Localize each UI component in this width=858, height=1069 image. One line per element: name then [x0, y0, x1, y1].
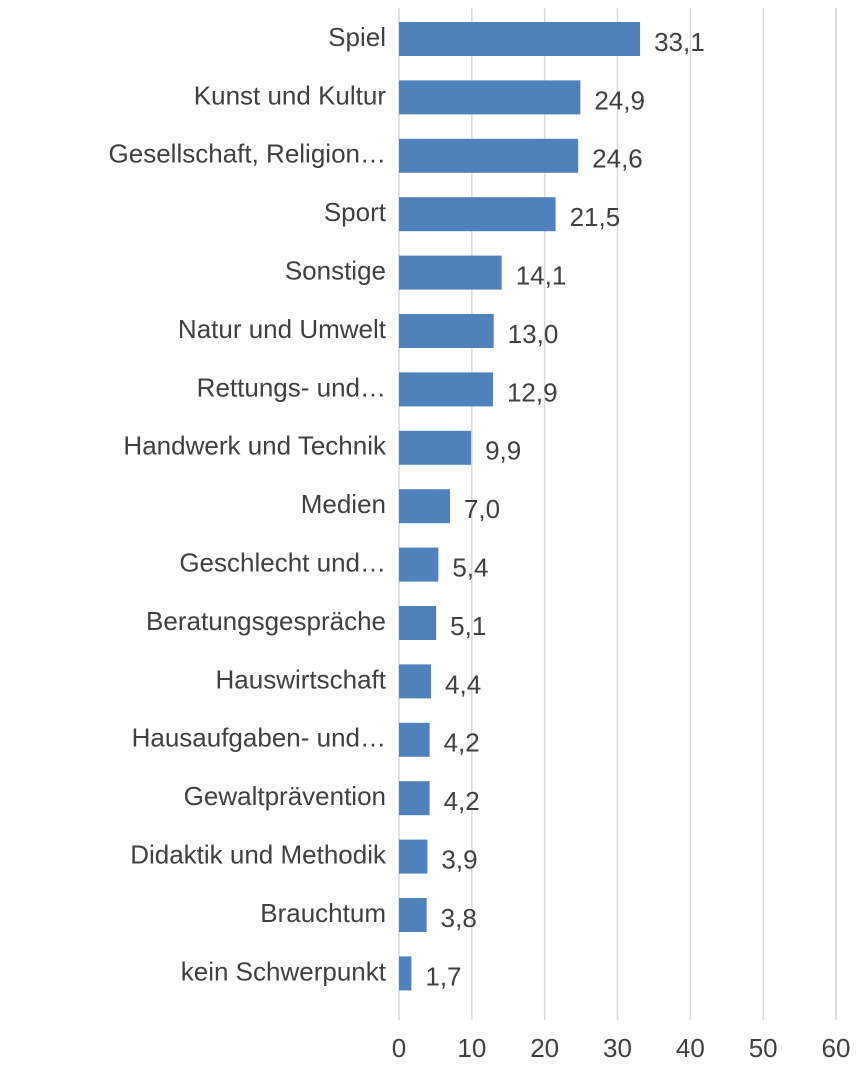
y-tick-label: Gewaltprävention: [184, 781, 386, 811]
value-label: 9,9: [485, 436, 521, 466]
value-label: 3,8: [441, 903, 477, 933]
value-label: 12,9: [507, 377, 558, 407]
y-tick-label: Beratungsgespräche: [146, 606, 386, 636]
x-tick-label: 10: [457, 1033, 486, 1063]
y-tick-label: Hauswirtschaft: [216, 664, 387, 694]
x-tick-label: 0: [392, 1033, 406, 1063]
y-tick-label: kein Schwerpunkt: [181, 956, 387, 986]
y-tick-label: Handwerk und Technik: [123, 431, 387, 461]
bar: [399, 781, 430, 816]
value-label: 1,7: [425, 961, 461, 991]
bar: [399, 489, 450, 524]
value-label: 4,4: [445, 669, 481, 699]
bar: [399, 722, 430, 757]
value-label: 13,0: [508, 319, 559, 349]
value-label: 21,5: [570, 202, 621, 232]
bar: [399, 372, 493, 407]
y-tick-label: Rettungs- und…: [197, 372, 386, 402]
bar: [399, 22, 641, 56]
x-tick-label: 60: [822, 1033, 851, 1063]
bar: [399, 664, 432, 699]
x-tick-label: 30: [603, 1033, 632, 1063]
value-label: 33,1: [654, 27, 705, 57]
value-label: 14,1: [516, 260, 567, 290]
y-tick-label: Sonstige: [285, 255, 386, 285]
value-label: 5,4: [452, 552, 488, 582]
bar: [399, 255, 502, 290]
x-tick-label: 50: [749, 1033, 778, 1063]
bar: [399, 138, 579, 173]
y-tick-label: Kunst und Kultur: [194, 80, 387, 110]
y-tick-label: Hausaufgaben- und…: [132, 723, 386, 753]
value-label: 24,9: [594, 85, 645, 115]
y-tick-label: Gesellschaft, Religion…: [109, 139, 386, 169]
bar: [399, 197, 556, 232]
bar: [399, 314, 494, 348]
bar: [399, 606, 437, 640]
value-label: 5,1: [450, 611, 486, 641]
bar: [399, 430, 472, 465]
bar: [399, 898, 427, 932]
y-tick-label: Sport: [324, 197, 387, 227]
y-tick-label: Didaktik und Methodik: [130, 839, 387, 869]
x-tick-label: 20: [530, 1033, 559, 1063]
value-label: 4,2: [444, 786, 480, 816]
value-label: 4,2: [444, 728, 480, 758]
bar: [399, 547, 439, 582]
value-label: 3,9: [441, 844, 477, 874]
y-tick-label: Medien: [301, 489, 386, 519]
bar: [399, 956, 412, 991]
value-label: 7,0: [464, 494, 500, 524]
x-tick-label: 40: [676, 1033, 705, 1063]
bar: [399, 80, 581, 115]
bar: [399, 839, 428, 874]
y-tick-label: Spiel: [328, 22, 386, 52]
y-tick-label: Brauchtum: [260, 898, 386, 928]
value-label: 24,6: [592, 144, 643, 174]
y-tick-label: Natur und Umwelt: [178, 314, 387, 344]
y-tick-label: Geschlecht und…: [179, 547, 386, 577]
